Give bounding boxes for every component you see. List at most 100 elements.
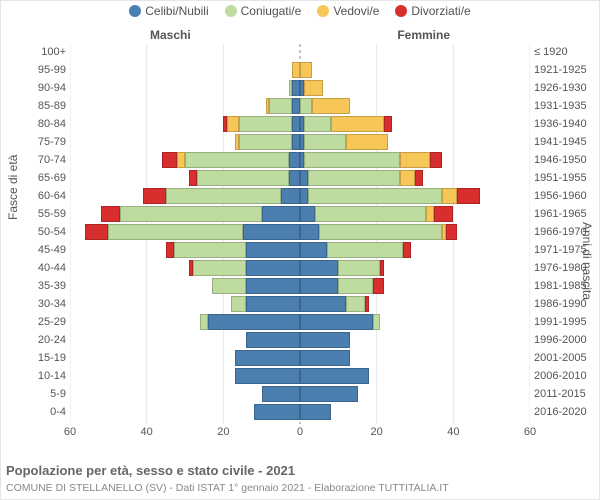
legend-label: Divorziati/e xyxy=(411,4,470,18)
female-half xyxy=(300,404,331,420)
age-label: 0-4 xyxy=(6,404,66,420)
bar-segment-divorziati xyxy=(415,170,423,186)
birth-year-label: 1981-1985 xyxy=(534,278,594,294)
bar-segment-celibi xyxy=(300,170,308,186)
bar-segment-coniugati xyxy=(239,116,293,132)
birth-year-label: 2011-2015 xyxy=(534,386,594,402)
bar-segment-divorziati xyxy=(380,260,384,276)
bar-segment-vedovi xyxy=(331,116,385,132)
bar-segment-celibi xyxy=(246,278,300,294)
pyramid-row xyxy=(70,314,530,330)
female-half xyxy=(300,332,350,348)
age-label: 75-79 xyxy=(6,134,66,150)
male-half xyxy=(166,242,300,258)
bar-segment-divorziati xyxy=(384,116,392,132)
pyramid-chart: { "type": "population-pyramid", "dimensi… xyxy=(0,0,600,500)
x-tick-label: 20 xyxy=(217,426,229,438)
bar-segment-celibi xyxy=(262,206,300,222)
male-half xyxy=(189,260,300,276)
male-half xyxy=(101,206,300,222)
bar-segment-celibi xyxy=(262,386,300,402)
bar-segment-celibi xyxy=(292,98,300,114)
birth-year-label: 2006-2010 xyxy=(534,368,594,384)
bar-segment-celibi xyxy=(235,368,300,384)
female-half xyxy=(300,314,380,330)
female-half xyxy=(300,296,369,312)
age-label: 70-74 xyxy=(6,152,66,168)
bar-segment-divorziati xyxy=(373,278,385,294)
pyramid-row xyxy=(70,260,530,276)
subtitle-prefix: COMUNE DI STELLANELLO (SV) - Dati ISTAT … xyxy=(6,482,378,494)
pyramid-row xyxy=(70,80,530,96)
birth-year-label: 1966-1970 xyxy=(534,224,594,240)
bars-container xyxy=(70,44,530,424)
bar-segment-celibi xyxy=(246,296,300,312)
subtitle-source: TUTTITALIA.IT xyxy=(378,482,448,494)
x-tick-label: 40 xyxy=(447,426,459,438)
birth-year-label: 1976-1980 xyxy=(534,260,594,276)
birth-year-label: 1956-1960 xyxy=(534,188,594,204)
bar-segment-coniugati xyxy=(338,260,380,276)
male-half xyxy=(143,188,300,204)
bar-segment-celibi xyxy=(292,116,300,132)
birth-year-label: 1986-1990 xyxy=(534,296,594,312)
bar-segment-divorziati xyxy=(101,206,120,222)
plot-area xyxy=(70,44,530,442)
bar-segment-celibi xyxy=(246,260,300,276)
female-half xyxy=(300,242,411,258)
female-half xyxy=(300,386,358,402)
male-half xyxy=(254,404,300,420)
bar-segment-celibi xyxy=(289,152,301,168)
bar-segment-divorziati xyxy=(166,242,174,258)
bar-segment-coniugati xyxy=(300,98,312,114)
chart-subtitle: COMUNE DI STELLANELLO (SV) - Dati ISTAT … xyxy=(6,482,449,494)
age-label: 5-9 xyxy=(6,386,66,402)
male-half xyxy=(162,152,300,168)
male-half xyxy=(235,368,300,384)
bar-segment-celibi xyxy=(300,350,350,366)
bar-segment-coniugati xyxy=(346,296,365,312)
pyramid-row xyxy=(70,44,530,60)
legend-item: Coniugati/e xyxy=(225,4,302,18)
age-label: 10-14 xyxy=(6,368,66,384)
male-half xyxy=(289,80,300,96)
female-half xyxy=(300,116,392,132)
pyramid-row xyxy=(70,404,530,420)
bar-segment-coniugati xyxy=(308,188,442,204)
bar-segment-coniugati xyxy=(269,98,292,114)
bar-segment-vedovi xyxy=(177,152,185,168)
pyramid-row xyxy=(70,188,530,204)
legend-label: Coniugati/e xyxy=(241,4,302,18)
bar-segment-celibi xyxy=(254,404,300,420)
bar-segment-celibi xyxy=(300,296,346,312)
pyramid-row xyxy=(70,152,530,168)
bar-segment-divorziati xyxy=(446,224,458,240)
pyramid-row xyxy=(70,350,530,366)
age-label: 45-49 xyxy=(6,242,66,258)
male-half xyxy=(235,350,300,366)
bar-segment-celibi xyxy=(300,224,319,240)
legend-item: Divorziati/e xyxy=(395,4,470,18)
pyramid-row xyxy=(70,242,530,258)
male-half xyxy=(231,296,300,312)
legend-swatch xyxy=(225,5,237,17)
bar-segment-coniugati xyxy=(338,278,373,294)
bar-segment-celibi xyxy=(300,314,373,330)
female-half xyxy=(300,170,423,186)
age-label: 50-54 xyxy=(6,224,66,240)
bar-segment-coniugati xyxy=(212,278,247,294)
bar-segment-coniugati xyxy=(166,188,281,204)
bar-segment-vedovi xyxy=(312,98,350,114)
bar-segment-vedovi xyxy=(442,188,457,204)
bar-segment-celibi xyxy=(292,134,300,150)
bar-segment-divorziati xyxy=(143,188,166,204)
bar-segment-divorziati xyxy=(430,152,442,168)
bar-segment-coniugati xyxy=(197,170,289,186)
bar-segment-coniugati xyxy=(120,206,262,222)
age-label: 55-59 xyxy=(6,206,66,222)
age-label: 65-69 xyxy=(6,170,66,186)
bar-segment-celibi xyxy=(289,170,301,186)
female-half xyxy=(300,152,442,168)
female-half xyxy=(300,350,350,366)
female-half xyxy=(300,188,480,204)
